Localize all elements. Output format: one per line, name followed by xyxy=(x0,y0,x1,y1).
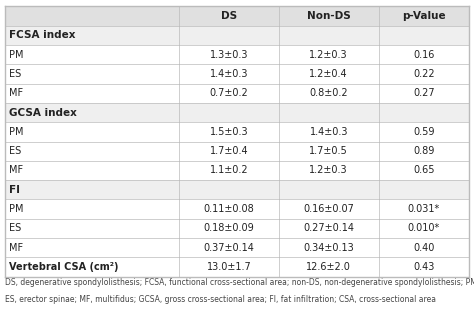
Text: 1.2±0.4: 1.2±0.4 xyxy=(310,69,348,79)
Text: 0.27: 0.27 xyxy=(413,88,435,98)
Text: FCSA index: FCSA index xyxy=(9,30,75,40)
Text: DS: DS xyxy=(221,11,237,21)
Bar xyxy=(5,26,469,45)
Text: PM: PM xyxy=(9,204,23,214)
Text: p-Value: p-Value xyxy=(402,11,446,21)
Text: 1.5±0.3: 1.5±0.3 xyxy=(210,127,248,137)
Text: 1.2±0.3: 1.2±0.3 xyxy=(310,165,348,175)
Bar xyxy=(5,180,469,199)
Text: 0.27±0.14: 0.27±0.14 xyxy=(303,224,354,234)
Text: DS, degenerative spondylolisthesis; FCSA, functional cross-sectional area; non-D: DS, degenerative spondylolisthesis; FCSA… xyxy=(5,278,474,287)
Bar xyxy=(5,238,469,258)
Bar xyxy=(5,142,469,161)
Text: 1.4±0.3: 1.4±0.3 xyxy=(310,127,348,137)
Text: 0.65: 0.65 xyxy=(413,165,435,175)
Bar xyxy=(5,258,469,277)
Text: 0.18±0.09: 0.18±0.09 xyxy=(203,224,254,234)
Text: 0.11±0.08: 0.11±0.08 xyxy=(203,204,254,214)
Text: 0.22: 0.22 xyxy=(413,69,435,79)
Text: Vertebral CSA (cm²): Vertebral CSA (cm²) xyxy=(9,262,118,272)
Text: 0.59: 0.59 xyxy=(413,127,435,137)
Text: 0.43: 0.43 xyxy=(413,262,435,272)
Bar xyxy=(5,199,469,219)
Text: MF: MF xyxy=(9,243,23,253)
Text: 1.1±0.2: 1.1±0.2 xyxy=(210,165,248,175)
Text: 0.16: 0.16 xyxy=(413,49,435,59)
Text: ES: ES xyxy=(9,224,21,234)
Bar xyxy=(5,219,469,238)
Bar xyxy=(5,122,469,142)
Text: MF: MF xyxy=(9,88,23,98)
Text: FI: FI xyxy=(9,185,19,195)
Bar xyxy=(5,103,469,122)
Text: 1.2±0.3: 1.2±0.3 xyxy=(310,49,348,59)
Text: 0.37±0.14: 0.37±0.14 xyxy=(203,243,255,253)
Bar xyxy=(5,6,469,26)
Text: 1.7±0.5: 1.7±0.5 xyxy=(310,146,348,156)
Text: 12.6±2.0: 12.6±2.0 xyxy=(306,262,351,272)
Text: 0.40: 0.40 xyxy=(413,243,435,253)
Text: 0.7±0.2: 0.7±0.2 xyxy=(210,88,248,98)
Text: 0.010*: 0.010* xyxy=(408,224,440,234)
Text: MF: MF xyxy=(9,165,23,175)
Text: 1.4±0.3: 1.4±0.3 xyxy=(210,69,248,79)
Bar xyxy=(5,45,469,64)
Text: Non-DS: Non-DS xyxy=(307,11,351,21)
Bar xyxy=(5,161,469,180)
Text: 0.16±0.07: 0.16±0.07 xyxy=(303,204,354,214)
Text: 0.8±0.2: 0.8±0.2 xyxy=(310,88,348,98)
Text: PM: PM xyxy=(9,127,23,137)
Text: ES: ES xyxy=(9,69,21,79)
Text: 13.0±1.7: 13.0±1.7 xyxy=(207,262,251,272)
Text: ES: ES xyxy=(9,146,21,156)
Bar xyxy=(5,64,469,84)
Text: ES, erector spinae; MF, multifidus; GCSA, gross cross-sectional area; FI, fat in: ES, erector spinae; MF, multifidus; GCSA… xyxy=(5,295,436,304)
Text: 0.34±0.13: 0.34±0.13 xyxy=(303,243,354,253)
Bar xyxy=(5,84,469,103)
Text: GCSA index: GCSA index xyxy=(9,108,76,118)
Text: 0.031*: 0.031* xyxy=(408,204,440,214)
Text: 1.3±0.3: 1.3±0.3 xyxy=(210,49,248,59)
Text: 1.7±0.4: 1.7±0.4 xyxy=(210,146,248,156)
Text: PM: PM xyxy=(9,49,23,59)
Text: 0.89: 0.89 xyxy=(413,146,435,156)
